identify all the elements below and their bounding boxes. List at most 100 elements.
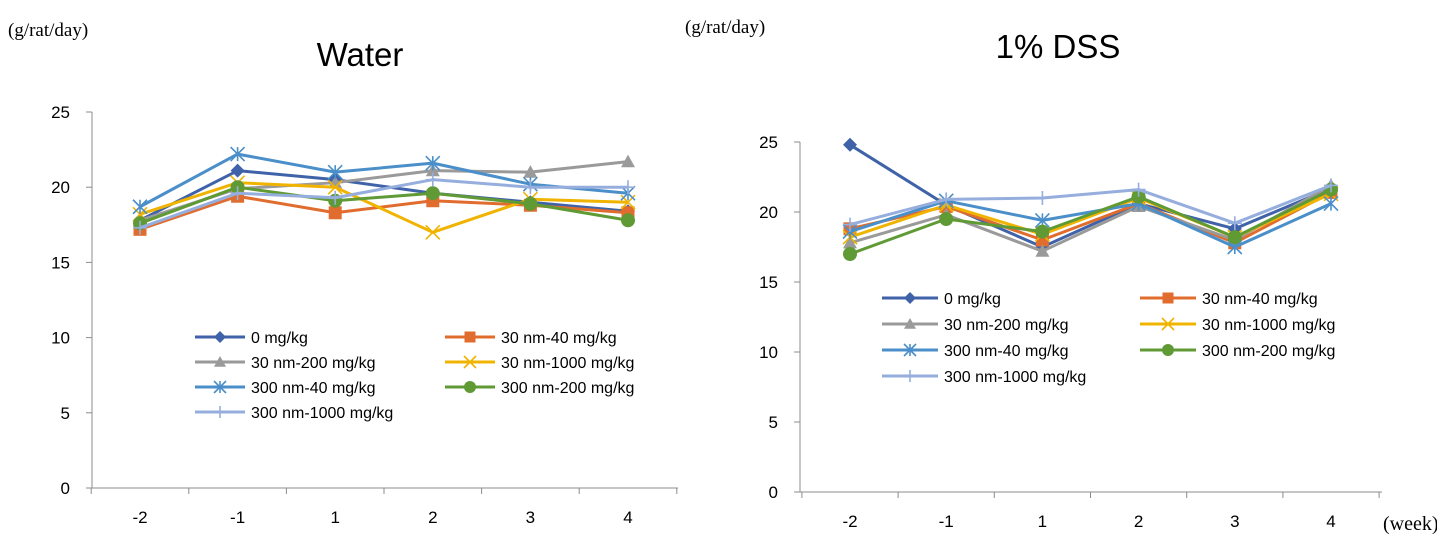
series-line xyxy=(139,178,628,230)
data-point xyxy=(939,212,954,226)
data-point xyxy=(523,196,538,211)
legend-label: 30 nm-40 mg/kg xyxy=(1202,291,1318,308)
legend-item: 30 nm-1000 mg/kg xyxy=(1140,317,1335,334)
data-point xyxy=(230,146,246,162)
data-point xyxy=(1131,182,1146,197)
data-point xyxy=(425,155,441,171)
data-point xyxy=(1227,216,1242,231)
legend-marker xyxy=(214,406,226,418)
chart-2: (g/rat/day) 1% DSS 0 5 10 15 20 25 -2 -1 1 2 3 4 (week… xyxy=(685,17,1437,535)
legend-item: 300 nm-200 mg/kg xyxy=(445,380,634,397)
legend-item: 30 nm-40 mg/kg xyxy=(1140,291,1318,308)
x-tick-label: 4 xyxy=(1326,512,1335,531)
legend-marker xyxy=(903,343,917,357)
data-point xyxy=(425,172,440,187)
chart-title: Water xyxy=(317,36,404,73)
series-1 xyxy=(843,137,1338,254)
data-point xyxy=(843,247,857,261)
data-point xyxy=(230,163,245,178)
legend-marker xyxy=(904,292,916,304)
legend-item: 300 nm-40 mg/kg xyxy=(882,343,1069,360)
series-line xyxy=(849,199,1332,249)
legend-item: 30 nm-200 mg/kg xyxy=(882,317,1069,334)
x-tick-label: -1 xyxy=(230,508,245,527)
data-point xyxy=(843,137,857,152)
legend: 0 mg/kg 30 nm-40 mg/kg 30 nm-200 mg/kg 30 n… xyxy=(882,291,1335,386)
x-tick-label: 2 xyxy=(1134,512,1143,531)
legend-marker xyxy=(464,331,476,343)
x-axis-label: (week) xyxy=(1383,513,1437,534)
y-tick-label: 25 xyxy=(759,133,778,152)
data-point xyxy=(1324,178,1338,193)
data-point xyxy=(843,217,857,232)
data-point xyxy=(1035,244,1050,257)
legend-label: 30 nm-200 mg/kg xyxy=(251,355,376,372)
legend-marker xyxy=(214,356,226,367)
legend-label: 300 nm-200 mg/kg xyxy=(1202,343,1335,360)
legend-label: 30 nm-200 mg/kg xyxy=(944,317,1069,334)
data-point xyxy=(1035,224,1050,239)
series-line xyxy=(139,169,629,222)
data-point xyxy=(843,235,857,249)
legend-item: 30 nm-1000 mg/kg xyxy=(445,355,634,372)
series-line xyxy=(139,185,629,225)
legend-marker xyxy=(1162,292,1174,304)
y-tick-label: 15 xyxy=(759,273,778,292)
legend-item: 300 nm-1000 mg/kg xyxy=(195,405,393,422)
legend-label: 300 nm-1000 mg/kg xyxy=(251,405,393,422)
y-tick-label: 0 xyxy=(61,479,70,498)
y-tick-label: 15 xyxy=(51,253,70,272)
series-line xyxy=(139,181,629,234)
legend-label: 0 mg/kg xyxy=(251,330,308,347)
series-7 xyxy=(843,178,1338,232)
series-line xyxy=(139,152,629,209)
x-tick-label: 1 xyxy=(1038,512,1047,531)
legend-item: 30 nm-40 mg/kg xyxy=(445,330,617,347)
data-point xyxy=(939,192,954,207)
legend-marker xyxy=(214,331,226,343)
data-point xyxy=(621,180,635,195)
data-point xyxy=(327,164,343,180)
series-line xyxy=(849,143,1332,249)
series-7 xyxy=(133,172,635,235)
data-point xyxy=(1227,230,1242,245)
x-tick-label: 3 xyxy=(526,508,535,527)
y-tick-label: 5 xyxy=(61,404,70,423)
legend-item: 0 mg/kg xyxy=(195,330,308,347)
y-tick-label: 5 xyxy=(769,413,778,432)
legend-item: 300 nm-1000 mg/kg xyxy=(882,369,1086,386)
series-line xyxy=(849,184,1332,227)
y-tick-label: 25 xyxy=(51,103,70,122)
legend-item: 300 nm-200 mg/kg xyxy=(1140,343,1335,360)
legend-label: 30 nm-1000 mg/kg xyxy=(1202,317,1335,334)
series-3 xyxy=(133,154,635,226)
legend-marker xyxy=(213,380,227,394)
data-point xyxy=(328,190,343,205)
x-tick-label: 4 xyxy=(623,508,632,527)
data-point xyxy=(523,180,538,195)
legend-label: 300 nm-40 mg/kg xyxy=(251,380,376,397)
chart-1: (g/rat/day) Water 0 5 10 15 20 25 -2 -1 1 2 3 4 0 mg/k… xyxy=(8,20,678,527)
y-tick-label: 20 xyxy=(51,178,70,197)
data-point xyxy=(425,186,440,201)
legend-marker xyxy=(463,355,477,369)
data-point xyxy=(133,220,147,235)
chart-title: 1% DSS xyxy=(996,28,1121,65)
x-tick-label: -1 xyxy=(939,512,954,531)
data-point xyxy=(1323,196,1339,212)
legend-label: 300 nm-1000 mg/kg xyxy=(944,369,1086,386)
data-point xyxy=(328,206,342,220)
x-tick-label: 2 xyxy=(428,508,437,527)
legend-label: 300 nm-200 mg/kg xyxy=(501,380,634,397)
y-unit-label: (g/rat/day) xyxy=(685,17,765,38)
x-tick-label: 3 xyxy=(1230,512,1239,531)
legend-label: 30 nm-1000 mg/kg xyxy=(501,355,634,372)
y-tick-label: 20 xyxy=(759,203,778,222)
x-tick-label: 1 xyxy=(330,508,339,527)
data-point xyxy=(327,179,343,195)
y-tick-label: 10 xyxy=(759,343,778,362)
legend-marker xyxy=(1161,317,1175,331)
series-line xyxy=(849,188,1332,256)
y-tick-label: 0 xyxy=(769,483,778,502)
